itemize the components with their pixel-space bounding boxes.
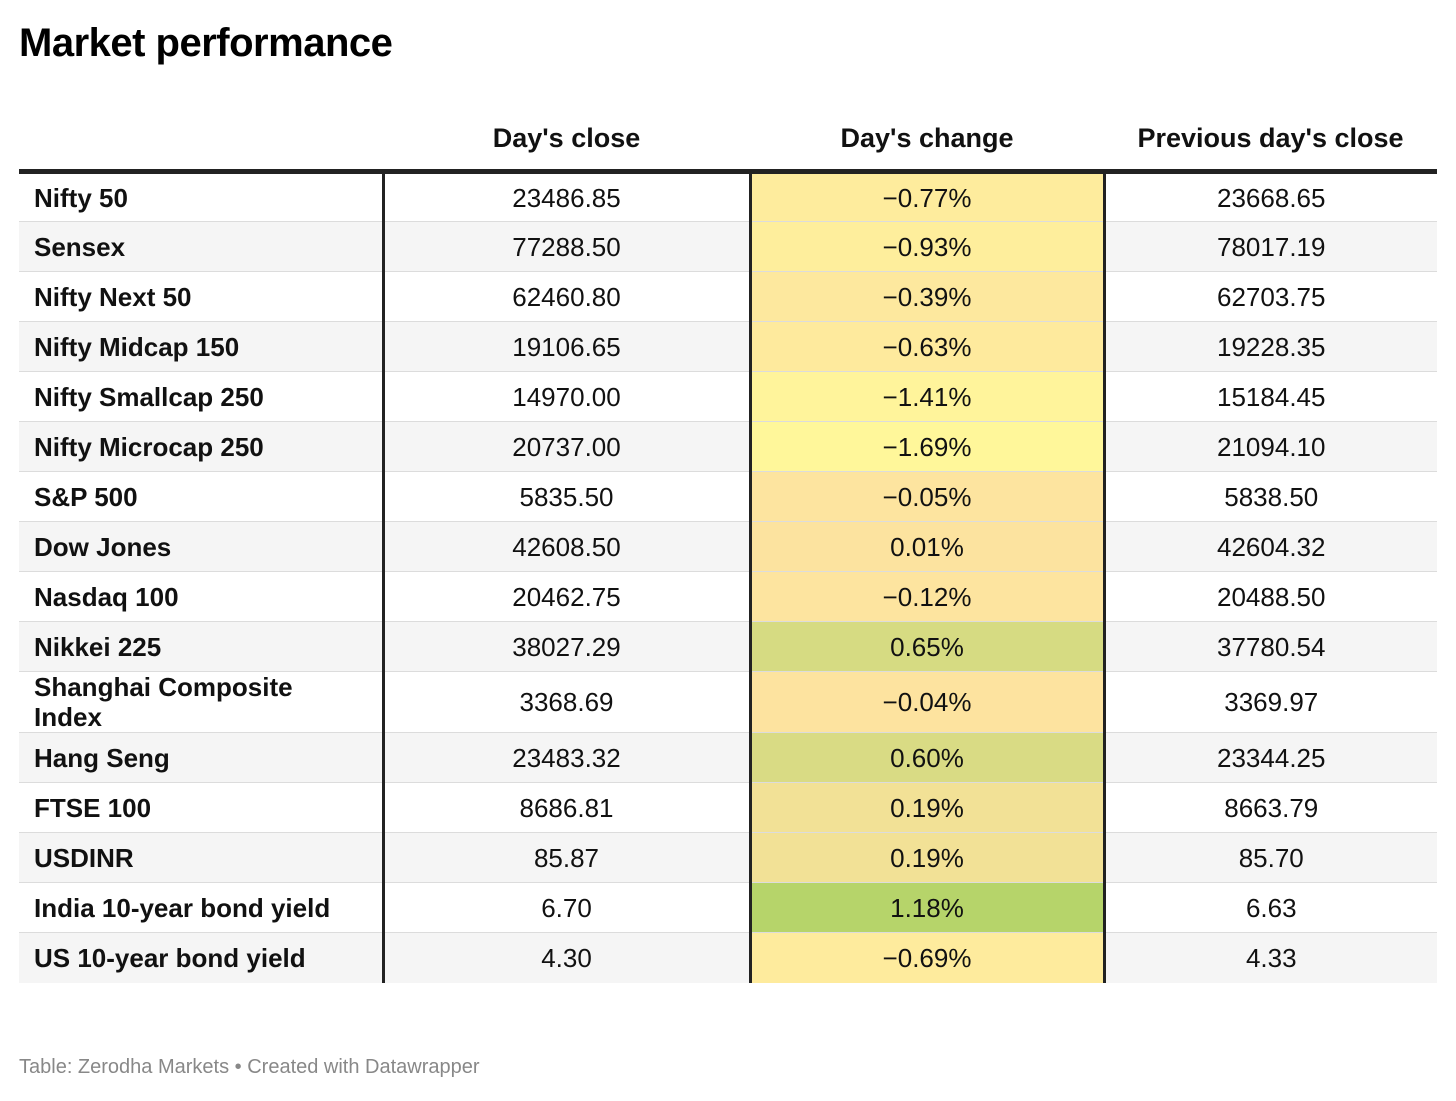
cell-previous-close: 4.33 <box>1104 932 1437 983</box>
header-previous-close: Previous day's close <box>1104 107 1437 174</box>
table-row: India 10-year bond yield 6.70 1.18% 6.63 <box>19 882 1437 933</box>
table-row: US 10-year bond yield 4.30 −0.69% 4.33 <box>19 932 1437 983</box>
cell-previous-close: 5838.50 <box>1104 471 1437 522</box>
cell-days-change: 0.65% <box>748 621 1106 672</box>
table-row: Sensex 77288.50 −0.93% 78017.19 <box>19 221 1437 272</box>
cell-days-change: 0.19% <box>748 782 1106 833</box>
cell-previous-close: 37780.54 <box>1104 621 1437 672</box>
table-row: Dow Jones 42608.50 0.01% 42604.32 <box>19 521 1437 572</box>
cell-days-change: −0.69% <box>748 932 1106 983</box>
table-row: Nikkei 225 38027.29 0.65% 37780.54 <box>19 621 1437 672</box>
header-days-change: Day's change <box>750 107 1104 174</box>
row-name: Nifty Next 50 <box>19 271 383 322</box>
cell-previous-close: 62703.75 <box>1104 271 1437 322</box>
cell-previous-close: 42604.32 <box>1104 521 1437 572</box>
cell-days-close: 23486.85 <box>381 171 750 222</box>
cell-days-close: 38027.29 <box>381 621 750 672</box>
cell-days-close: 6.70 <box>381 882 750 933</box>
chart-title: Market performance <box>19 21 393 65</box>
cell-previous-close: 3369.97 <box>1104 671 1437 733</box>
cell-days-close: 42608.50 <box>381 521 750 572</box>
row-name: Nifty 50 <box>19 171 383 222</box>
table-row: Nifty Microcap 250 20737.00 −1.69% 21094.10 <box>19 421 1437 472</box>
cell-days-close: 20737.00 <box>381 421 750 472</box>
table-row: FTSE 100 8686.81 0.19% 8663.79 <box>19 782 1437 833</box>
cell-days-close: 3368.69 <box>381 671 750 733</box>
cell-days-change: 0.60% <box>748 732 1106 783</box>
cell-days-change: 0.19% <box>748 832 1106 883</box>
row-name: FTSE 100 <box>19 782 383 833</box>
cell-previous-close: 15184.45 <box>1104 371 1437 422</box>
table-row: Nifty Midcap 150 19106.65 −0.63% 19228.35 <box>19 321 1437 372</box>
table-row: Shanghai Composite Index 3368.69 −0.04% 336… <box>19 671 1437 733</box>
row-name: Nifty Smallcap 250 <box>19 371 383 422</box>
cell-days-change: −0.39% <box>748 271 1106 322</box>
table-row: USDINR 85.87 0.19% 85.70 <box>19 832 1437 883</box>
cell-days-change: −0.05% <box>748 471 1106 522</box>
row-name: India 10-year bond yield <box>19 882 383 933</box>
cell-days-change: −0.93% <box>748 221 1106 272</box>
cell-days-close: 62460.80 <box>381 271 750 322</box>
cell-days-close: 4.30 <box>381 932 750 983</box>
cell-days-close: 85.87 <box>381 832 750 883</box>
cell-previous-close: 6.63 <box>1104 882 1437 933</box>
row-name: Nifty Midcap 150 <box>19 321 383 372</box>
cell-days-close: 5835.50 <box>381 471 750 522</box>
row-name: Shanghai Composite Index <box>19 671 383 733</box>
row-name: Sensex <box>19 221 383 272</box>
cell-days-close: 77288.50 <box>381 221 750 272</box>
table-row: S&P 500 5835.50 −0.05% 5838.50 <box>19 471 1437 522</box>
row-name: Nikkei 225 <box>19 621 383 672</box>
row-name: USDINR <box>19 832 383 883</box>
source-footer: Table: Zerodha Markets • Created with Da… <box>19 1056 480 1078</box>
table-row: Hang Seng 23483.32 0.60% 23344.25 <box>19 732 1437 783</box>
table-body: Nifty 50 23486.85 −0.77% 23668.65 Sensex 7728… <box>19 171 1437 983</box>
table-row: Nasdaq 100 20462.75 −0.12% 20488.50 <box>19 571 1437 622</box>
market-performance-table: Day's close Day's change Previous day's … <box>19 107 1437 983</box>
cell-days-change: −1.69% <box>748 421 1106 472</box>
cell-previous-close: 19228.35 <box>1104 321 1437 372</box>
cell-days-change: −1.41% <box>748 371 1106 422</box>
cell-previous-close: 23668.65 <box>1104 171 1437 222</box>
row-name: Nifty Microcap 250 <box>19 421 383 472</box>
cell-previous-close: 23344.25 <box>1104 732 1437 783</box>
cell-days-change: −0.12% <box>748 571 1106 622</box>
row-name: Hang Seng <box>19 732 383 783</box>
table-row: Nifty 50 23486.85 −0.77% 23668.65 <box>19 171 1437 222</box>
cell-days-change: −0.04% <box>748 671 1106 733</box>
table-row: Nifty Next 50 62460.80 −0.39% 62703.75 <box>19 271 1437 322</box>
cell-days-close: 20462.75 <box>381 571 750 622</box>
row-name: Dow Jones <box>19 521 383 572</box>
cell-days-close: 14970.00 <box>381 371 750 422</box>
table-header-row: Day's close Day's change Previous day's … <box>19 107 1437 174</box>
row-name: S&P 500 <box>19 471 383 522</box>
cell-days-change: −0.63% <box>748 321 1106 372</box>
cell-days-change: −0.77% <box>748 171 1106 222</box>
cell-days-change: 0.01% <box>748 521 1106 572</box>
header-name <box>19 107 383 174</box>
cell-days-close: 23483.32 <box>381 732 750 783</box>
cell-previous-close: 21094.10 <box>1104 421 1437 472</box>
header-days-close: Day's close <box>383 107 750 174</box>
cell-days-change: 1.18% <box>748 882 1106 933</box>
row-name: US 10-year bond yield <box>19 932 383 983</box>
cell-previous-close: 8663.79 <box>1104 782 1437 833</box>
cell-days-close: 8686.81 <box>381 782 750 833</box>
cell-days-close: 19106.65 <box>381 321 750 372</box>
row-name: Nasdaq 100 <box>19 571 383 622</box>
table-row: Nifty Smallcap 250 14970.00 −1.41% 15184.45 <box>19 371 1437 422</box>
cell-previous-close: 20488.50 <box>1104 571 1437 622</box>
cell-previous-close: 78017.19 <box>1104 221 1437 272</box>
cell-previous-close: 85.70 <box>1104 832 1437 883</box>
